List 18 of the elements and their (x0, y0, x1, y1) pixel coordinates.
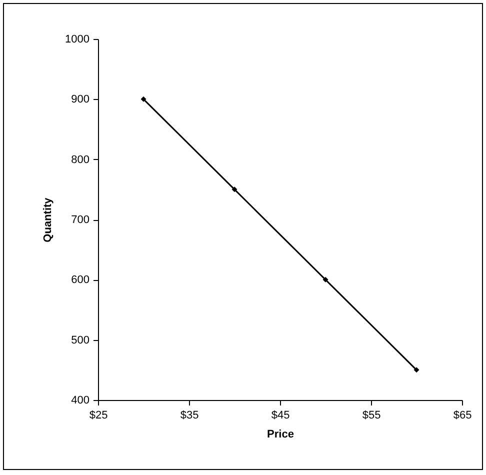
y-tick-label: 600 (71, 274, 90, 286)
point (322, 276, 328, 282)
x-axis-title: Price (267, 428, 294, 440)
point (140, 96, 146, 102)
x-tick-label: $55 (362, 410, 381, 422)
y-tick-label: 800 (71, 154, 90, 166)
x-tick-label: $35 (180, 410, 199, 422)
point (232, 186, 238, 192)
point (414, 367, 420, 373)
y-tick-label: 700 (71, 214, 90, 226)
y-tick-label: 900 (71, 94, 90, 106)
y-axis-title: Quantity (42, 196, 54, 242)
x-tick-label: $65 (453, 410, 472, 422)
y-tick-label: 500 (71, 334, 90, 346)
x-tick-label: $45 (271, 410, 290, 422)
y-tick-label: 1000 (65, 34, 90, 46)
y-tick-label: 400 (71, 394, 90, 406)
x-tick-label: $25 (89, 410, 108, 422)
